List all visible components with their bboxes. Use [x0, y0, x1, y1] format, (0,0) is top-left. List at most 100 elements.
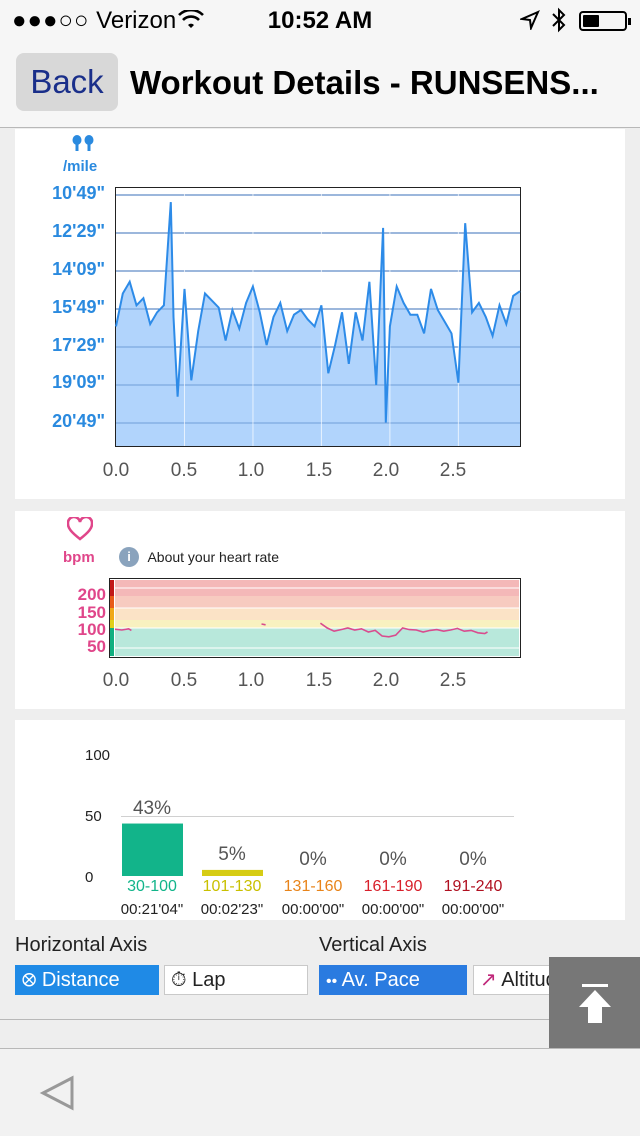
- zone-percent: 43%: [132, 798, 172, 819]
- heart-y-tick: 100: [77, 620, 106, 639]
- zone-range: 30-100: [127, 878, 177, 895]
- battery-icon: [579, 11, 631, 31]
- carrier-name: Verizon: [96, 7, 177, 34]
- heart-y-tick: 50: [87, 637, 106, 656]
- lap-label: Lap: [192, 969, 226, 991]
- zone-range: 161-190: [363, 878, 423, 895]
- zone-range: 191-240: [443, 878, 503, 895]
- navigation-bar: Back Workout Details - RUNSENS...: [0, 40, 640, 128]
- status-bar: ●●●○○ Verizon 10:52 AM: [0, 0, 640, 40]
- zone-duration: 00:00'00": [281, 901, 345, 918]
- pace-x-tick: 2.5: [439, 460, 467, 481]
- heart-icon: [67, 517, 93, 541]
- signal-strength: ●●●○○: [12, 7, 90, 34]
- heart-plot-frame: [109, 578, 521, 658]
- pace-y-tick: 10'49": [52, 183, 105, 203]
- wifi-icon: [178, 10, 204, 28]
- pace-y-tick: 12'29": [52, 221, 105, 241]
- info-label: About your heart rate: [147, 549, 279, 565]
- zone-band-rest: [115, 628, 519, 656]
- zones-y-tick: 100: [85, 747, 111, 764]
- zone-color-strip: [109, 596, 114, 608]
- heart-x-tick: 1.0: [237, 670, 265, 691]
- av-pace-axis-button[interactable]: •• Av. Pace: [319, 965, 467, 995]
- pace-line: [115, 202, 521, 423]
- back-triangle-icon[interactable]: [38, 1075, 78, 1111]
- pace-x-tick: 1.0: [237, 460, 265, 481]
- distance-icon: ⭙: [22, 970, 37, 990]
- zone-duration: 00:00'00": [361, 901, 425, 918]
- location-icon: [520, 10, 540, 30]
- pace-y-tick: 20'49": [52, 411, 105, 431]
- zone-color-strip: [109, 608, 114, 620]
- pace-y-tick: 19'09": [52, 372, 105, 392]
- heart-rate-line: [319, 622, 488, 638]
- heart-x-tick: 1.5: [305, 670, 333, 691]
- zone-percent: 0%: [299, 849, 327, 870]
- zones-gridline: [121, 816, 514, 817]
- zone-bar: [202, 869, 263, 876]
- pace-shoes-icon: [72, 135, 94, 151]
- altitude-icon: ↗: [480, 969, 497, 991]
- heart-rate-info-link[interactable]: i About your heart rate: [119, 547, 279, 569]
- scroll-to-top-button[interactable]: [549, 957, 640, 1048]
- zone-duration: 00:00'00": [441, 901, 505, 918]
- zones-y-tick: 0: [85, 869, 94, 886]
- pace-y-tick: 15'49": [52, 297, 105, 317]
- heart-x-tick: 2.0: [372, 670, 400, 691]
- info-icon: i: [119, 547, 139, 567]
- carrier: ●●●○○ Verizon: [12, 7, 176, 35]
- zone-percent: 5%: [218, 844, 246, 865]
- divider: [0, 1019, 640, 1020]
- heart-rate-card: bpm i About your heart rate 200 150 100 …: [15, 511, 625, 709]
- zone-range: 101-130: [202, 878, 262, 895]
- pace-chart-plot: [115, 187, 521, 447]
- arrow-up-icon: [579, 984, 611, 1023]
- pace-shoes-small-icon: ••: [326, 973, 338, 990]
- av-pace-label: Av. Pace: [341, 969, 420, 991]
- heart-x-tick: 0.0: [102, 670, 130, 691]
- pace-x-tick: 0.5: [170, 460, 198, 481]
- page-title: Workout Details - RUNSENS...: [130, 64, 599, 101]
- zone-duration: 00:21'04": [120, 901, 184, 918]
- zone-band-low: [115, 620, 519, 628]
- distance-axis-button[interactable]: ⭙ Distance: [15, 965, 159, 995]
- zone-percent: 0%: [379, 849, 407, 870]
- clock: 10:52 AM: [267, 7, 373, 34]
- heart-chart-plot: [109, 578, 521, 658]
- heart-zones-card: 100 50 0 43% 5% 0% 0% 0% 30-100 101-130 …: [15, 720, 625, 920]
- zone-duration: 00:02'23": [200, 901, 264, 918]
- pace-x-tick: 0.0: [102, 460, 130, 481]
- bluetooth-icon: [552, 7, 566, 33]
- heart-rate-line: [114, 627, 132, 632]
- stopwatch-icon: ⏱: [171, 969, 187, 991]
- zone-band-mid: [115, 608, 519, 620]
- zone-color-strip: [109, 628, 114, 656]
- zones-bar-plot: [122, 823, 263, 876]
- horizontal-axis-label: Horizontal Axis: [15, 934, 148, 956]
- heart-x-tick: 0.5: [170, 670, 198, 691]
- zones-y-tick: 50: [85, 808, 102, 825]
- heart-y-tick: 200: [77, 585, 106, 604]
- pace-y-tick: 17'29": [52, 335, 105, 355]
- zone-color-strip: [109, 620, 114, 628]
- heart-y-tick: 150: [77, 603, 106, 622]
- heart-unit-label: bpm: [63, 549, 95, 566]
- vertical-axis-label: Vertical Axis: [319, 934, 427, 956]
- bottom-toolbar: [0, 1048, 640, 1136]
- pace-y-tick: 14'09": [52, 259, 105, 279]
- pace-x-tick: 2.0: [372, 460, 400, 481]
- pace-x-tick: 1.5: [305, 460, 333, 481]
- back-button[interactable]: Back: [16, 53, 118, 111]
- zone-percent: 0%: [459, 849, 487, 870]
- pace-chart-card: /mile 10'49" 12'29" 14'09" 15'49" 17'29"…: [15, 129, 625, 499]
- zone-color-strip: [109, 580, 114, 596]
- heart-rate-line: [261, 623, 266, 626]
- zone-range: 131-160: [283, 878, 343, 895]
- lap-axis-button[interactable]: ⏱ Lap: [164, 965, 308, 995]
- pace-unit-label: /mile: [63, 158, 98, 175]
- zone-bar: [122, 823, 183, 876]
- zone-band-high: [115, 596, 519, 608]
- distance-label: Distance: [41, 969, 120, 991]
- heart-x-tick: 2.5: [439, 670, 467, 691]
